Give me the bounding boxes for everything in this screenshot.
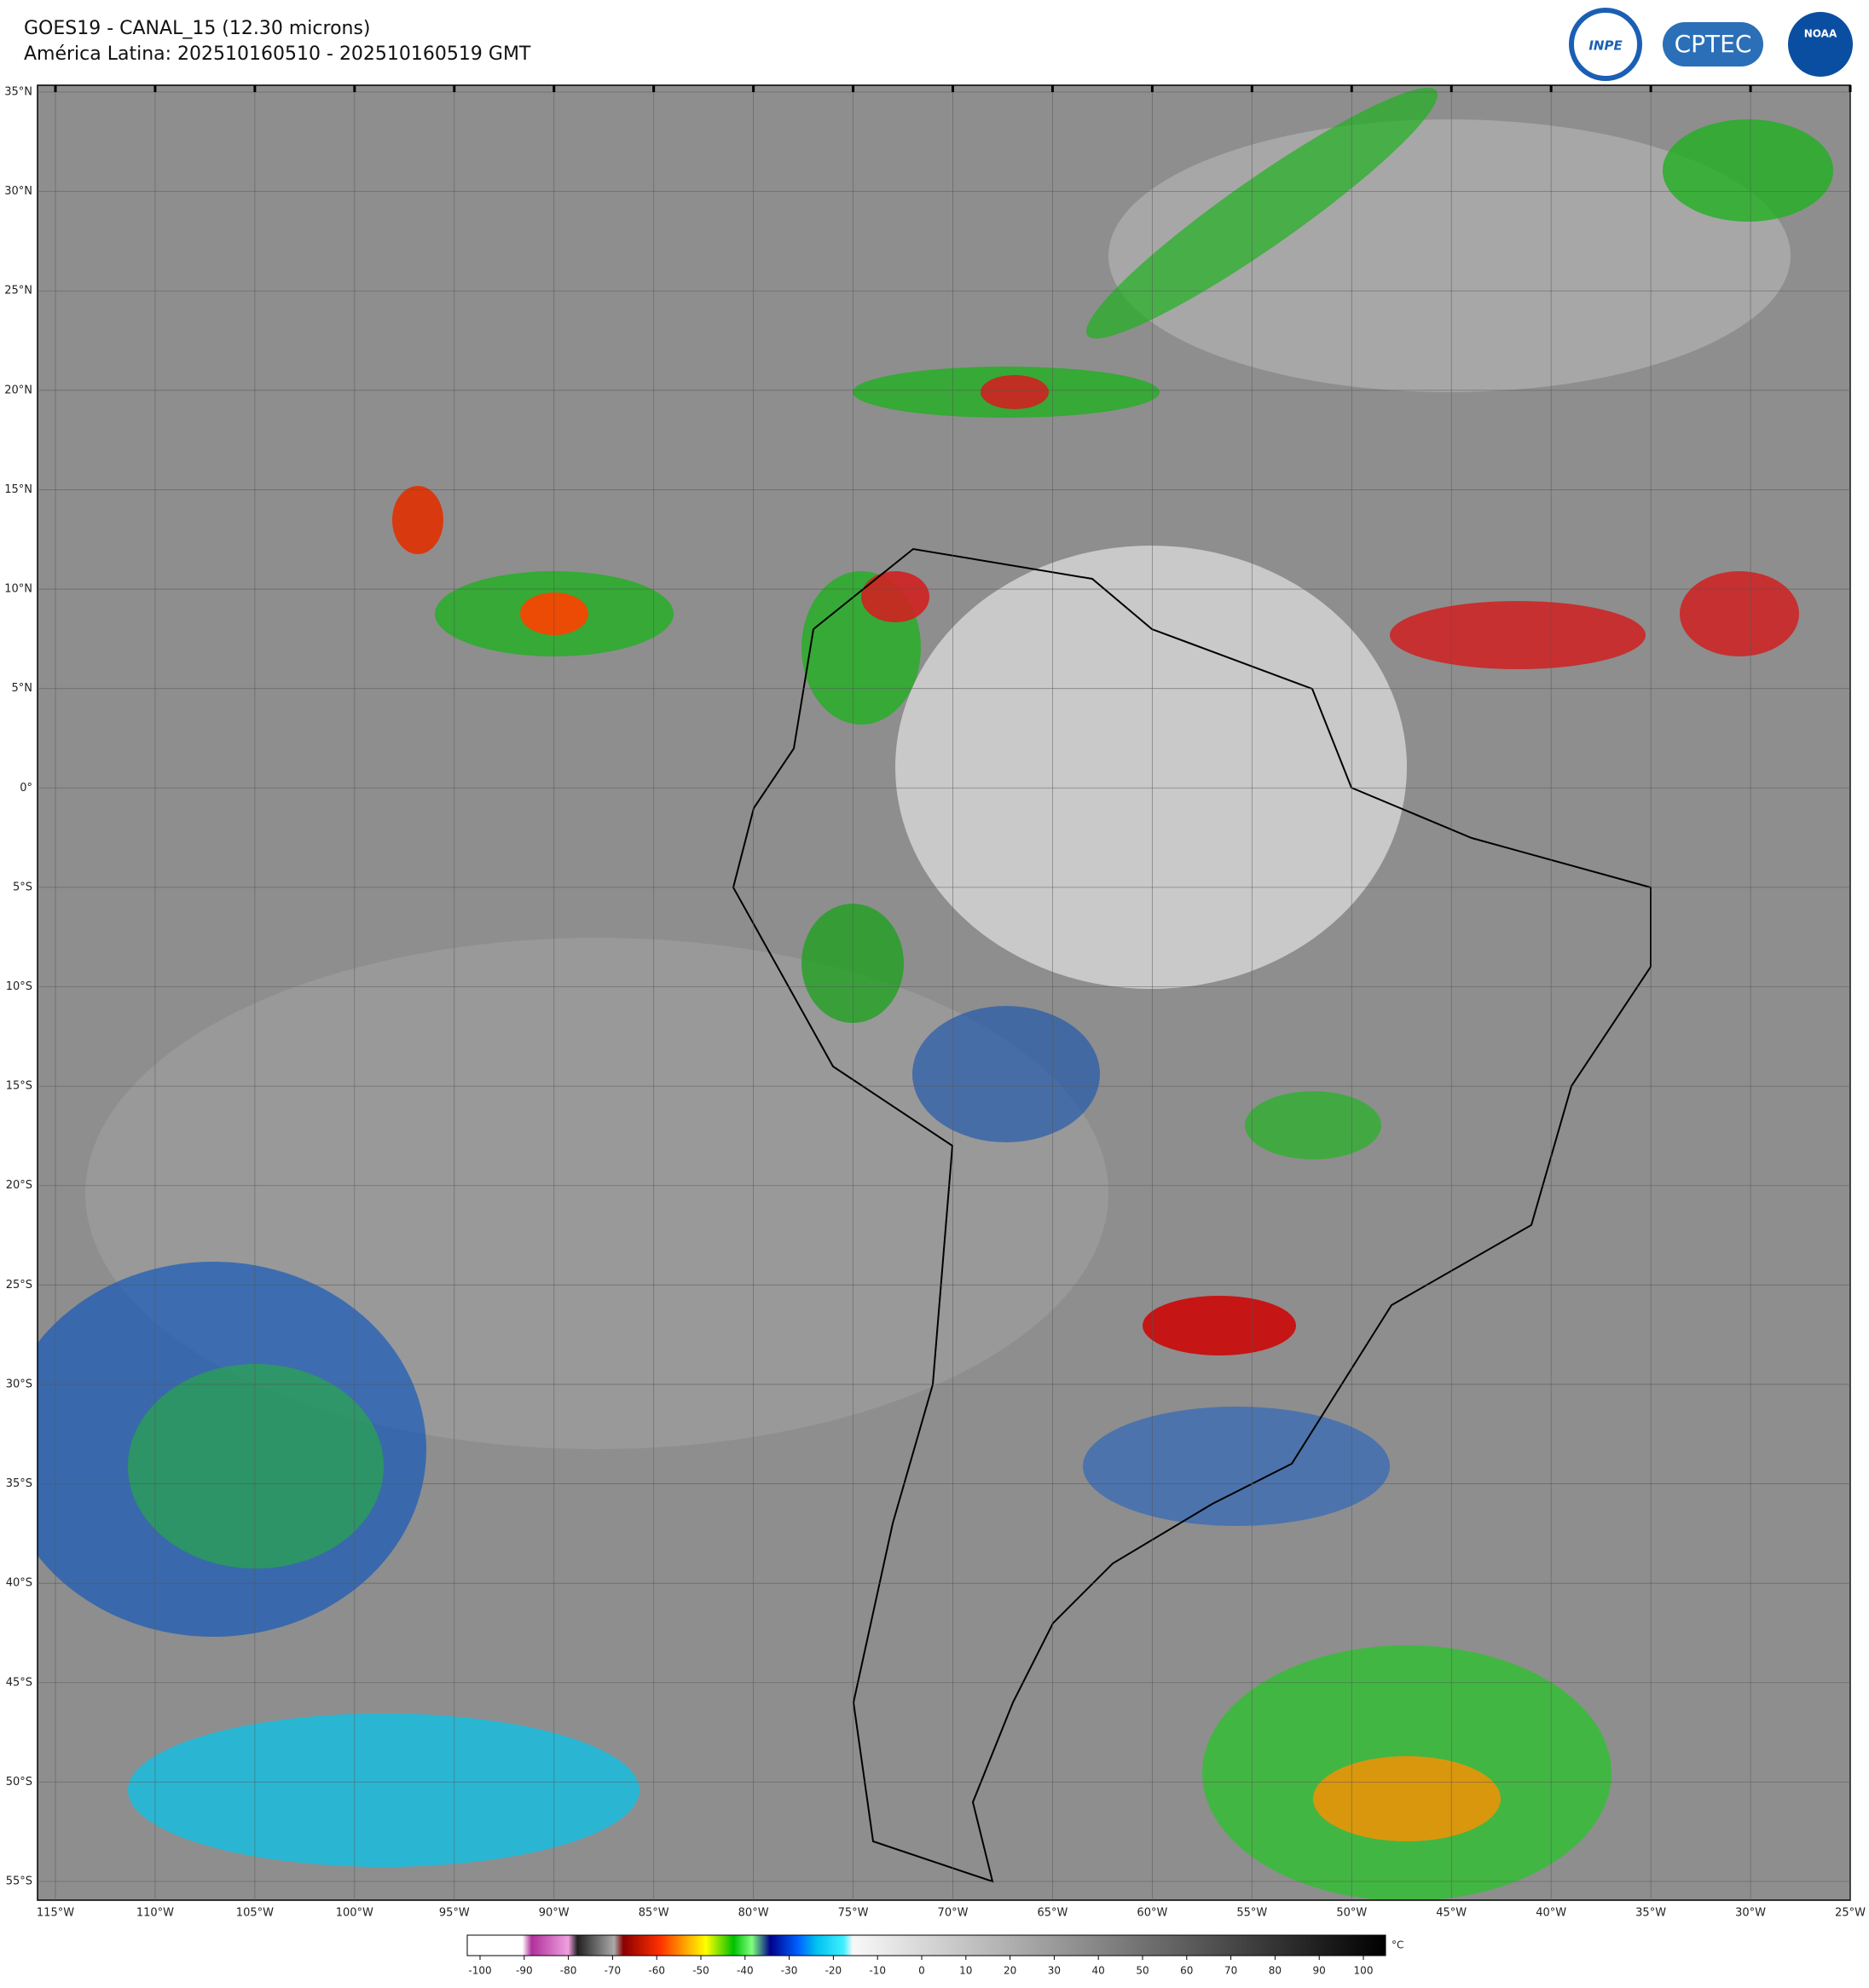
subtitle: América Latina: 202510160510 - 202510160… — [24, 43, 531, 65]
colorbar-label: 60 — [1180, 1965, 1193, 1977]
lon-label: 70°W — [938, 1907, 969, 1920]
lat-label: 45°S — [6, 1676, 32, 1689]
lat-label: 30°N — [4, 185, 32, 198]
lon-label: 110°W — [136, 1907, 174, 1920]
lat-label: 10°N — [4, 583, 32, 596]
lat-label: 25°S — [6, 1279, 32, 1292]
logo-text: INPE — [1588, 38, 1623, 54]
title: GOES19 - CANAL_15 (12.30 microns) — [24, 18, 371, 39]
lon-label: 95°W — [439, 1907, 470, 1920]
lon-label: 50°W — [1336, 1907, 1367, 1920]
lon-label: 40°W — [1536, 1907, 1566, 1920]
lat-label: 35°N — [4, 86, 32, 99]
colorbar-label: 80 — [1269, 1965, 1282, 1977]
lon-label: 65°W — [1037, 1907, 1068, 1920]
lat-label: 30°S — [6, 1378, 32, 1390]
lon-label: 115°W — [37, 1907, 74, 1920]
lon-label: 25°W — [1835, 1907, 1866, 1920]
lon-label: 35°W — [1635, 1907, 1666, 1920]
lon-label: 90°W — [539, 1907, 570, 1920]
colorbar-label: -60 — [648, 1965, 665, 1977]
logo-text: NOAA — [1804, 28, 1837, 40]
lat-label: 10°S — [6, 980, 32, 993]
colorbar-label: 0 — [918, 1965, 925, 1977]
colorbar-label: -70 — [605, 1965, 622, 1977]
lat-label: 55°S — [6, 1875, 32, 1888]
colorbar-label: 40 — [1092, 1965, 1105, 1977]
lat-label: 15°S — [6, 1080, 32, 1093]
logo-text: CPTEC — [1675, 30, 1752, 58]
lon-label: 45°W — [1436, 1907, 1467, 1920]
colorbar-label: -100 — [468, 1965, 491, 1977]
lat-label: 25°N — [4, 285, 32, 298]
lat-label: 5°N — [12, 682, 33, 695]
lat-label: 5°S — [13, 881, 32, 893]
colorbar-label: 10 — [959, 1965, 972, 1977]
colorbar-unit: °C — [1392, 1939, 1403, 1951]
lat-label: 0° — [20, 782, 32, 795]
lat-label: 35°S — [6, 1477, 32, 1490]
lon-label: 85°W — [639, 1907, 669, 1920]
colorbar-label: -80 — [560, 1965, 577, 1977]
colorbar-label: 30 — [1048, 1965, 1061, 1977]
colorbar — [466, 1934, 1386, 1956]
colorbar-label: 70 — [1224, 1965, 1237, 1977]
colorbar-label: -40 — [737, 1965, 754, 1977]
colorbar-label: -20 — [825, 1965, 842, 1977]
colorbar-label: -50 — [692, 1965, 709, 1977]
colorbar-label: 20 — [1004, 1965, 1016, 1977]
colorbar-label: 100 — [1354, 1965, 1374, 1977]
lon-label: 60°W — [1137, 1907, 1167, 1920]
lon-label: 55°W — [1236, 1907, 1267, 1920]
lat-label: 20°S — [6, 1179, 32, 1192]
logos: INPE CPTEC NOAA — [1569, 8, 1853, 81]
lat-label: 15°N — [4, 483, 32, 496]
lon-label: 105°W — [236, 1907, 274, 1920]
colorbar-label: 50 — [1136, 1965, 1149, 1977]
colorbar-label: -10 — [869, 1965, 886, 1977]
lat-label: 50°S — [6, 1776, 32, 1789]
colorbar-label: -90 — [516, 1965, 533, 1977]
lon-label: 30°W — [1735, 1907, 1766, 1920]
lon-label: 75°W — [838, 1907, 869, 1920]
lat-label: 20°N — [4, 384, 32, 396]
colorbar-label: -30 — [781, 1965, 798, 1977]
colorbar-label: 90 — [1313, 1965, 1326, 1977]
lat-label: 40°S — [6, 1577, 32, 1590]
satellite-image — [38, 85, 1850, 1900]
lon-label: 80°W — [738, 1907, 769, 1920]
lon-label: 100°W — [336, 1907, 373, 1920]
